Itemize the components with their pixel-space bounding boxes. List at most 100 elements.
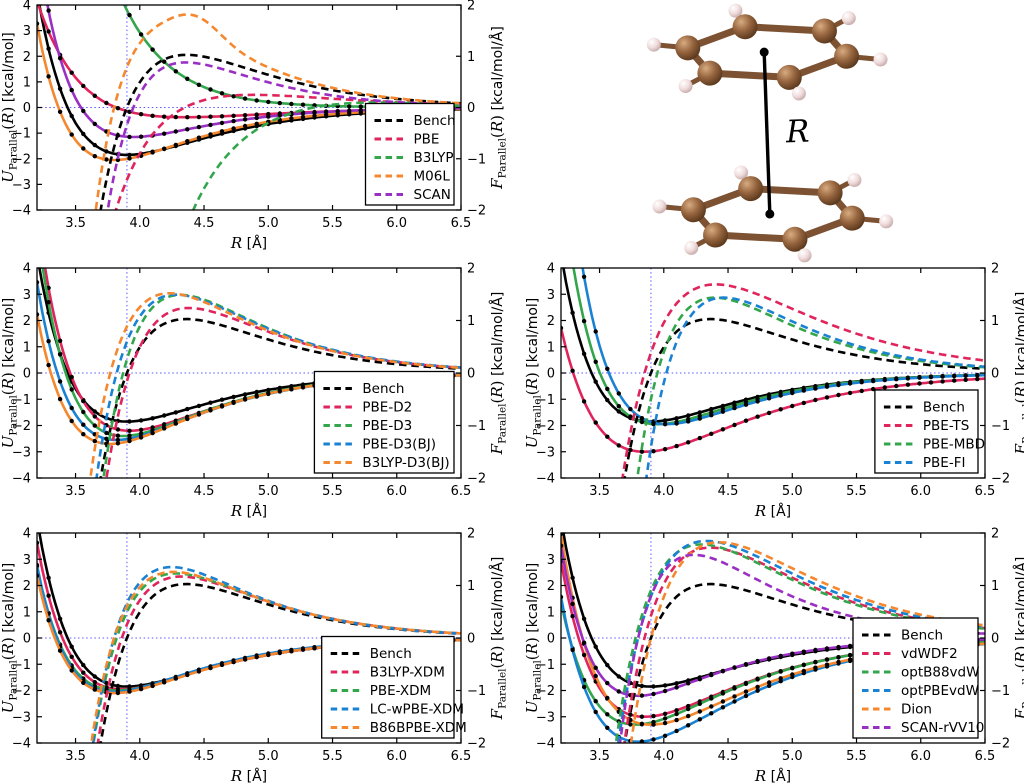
x-tick-label: 6.0 (386, 484, 407, 499)
x-tick-label: 3.5 (65, 484, 86, 499)
x-tick-label: 5.5 (846, 484, 867, 499)
series-force-Dion (629, 541, 985, 743)
u-tick-label: −4 (536, 737, 555, 752)
f-tick-label: 2 (467, 0, 475, 14)
x-tick-label: 5.0 (782, 484, 803, 499)
u-tick-label: −3 (12, 710, 31, 725)
u-tick-label: 3 (23, 24, 31, 39)
x-tick-label: 4.5 (718, 749, 739, 764)
benzene-ring (652, 165, 894, 263)
legend-box (874, 389, 979, 474)
x-tick-label: 5.0 (782, 749, 803, 764)
u-tick-label: 4 (23, 262, 31, 277)
y-axis-right: −2 −1 0 1 2 (980, 262, 1010, 487)
legend-item-label: SCAN-rVV10 (901, 720, 984, 736)
hydrogen-atom (841, 11, 856, 26)
f-tick-label: 0 (467, 367, 475, 382)
carbon-atom (817, 180, 843, 206)
f-tick-label: −2 (467, 204, 486, 219)
hydrogen-atom (728, 3, 743, 18)
y-axis-right: −2 −1 0 1 2 (456, 527, 486, 752)
x-tick-label: 4.0 (129, 484, 150, 499)
u-tick-label: 0 (23, 367, 31, 382)
legend-item-label: optPBEvdW (901, 683, 979, 699)
u-tick-label: 3 (547, 553, 555, 568)
x-tick-label: 3.5 (65, 749, 86, 764)
series-force-optPBEvdW (617, 539, 985, 743)
f-tick-label: 2 (991, 262, 999, 277)
y-axis-left: −4 −3 −2 −1 0 1 2 3 4 (12, 527, 42, 752)
x-tick-label: 4.0 (129, 216, 150, 231)
carbon-atom (738, 176, 764, 202)
x-tick-label: 6.5 (975, 484, 996, 499)
cc-bond (741, 23, 828, 35)
series-force-LC-wPBE-XDM (91, 565, 461, 743)
u-tick-label: −2 (536, 684, 555, 699)
u-tick-label: 4 (547, 527, 555, 542)
series-force-SCAN (106, 61, 461, 210)
u-tick-label: 2 (23, 579, 31, 594)
hydrogen-atom (678, 79, 693, 94)
f-tick-label: 1 (991, 314, 999, 329)
y-axis-left: −4 −3 −2 −1 0 1 2 3 4 (536, 262, 566, 487)
y-axis-right: −2 −1 0 1 2 (980, 527, 1010, 752)
u-tick-label: 4 (23, 0, 31, 14)
legend: Bench PBE-D2 PBE-D3 PBE-D3(BJ) B3LYP-D3(BJ) (313, 370, 455, 474)
u-tick-label: 2 (547, 314, 555, 329)
x-tick-label: 6.0 (910, 484, 931, 499)
carbon-atom (839, 205, 865, 231)
panel-xdm: 3.5 4.0 4.5 5.0 5.5 6.0 6.5 −4 −3 −2 −1 0 1 2 3 4 −2 −1 0 1… (0, 527, 509, 783)
legend: Bench B3LYP-XDM PBE-XDM LC-wPBE-XDM B86BPBE-… (321, 635, 467, 739)
u-tick-label: 1 (23, 340, 31, 355)
f-tick-label: 2 (467, 262, 475, 277)
u-tick-label: −1 (536, 393, 555, 408)
hydrogen-atom (797, 248, 812, 263)
carbon-atom (776, 64, 802, 90)
y-axis-right-label: FParallel(R) [kcal/mol/Å] (488, 292, 509, 456)
u-tick-label: 2 (23, 314, 31, 329)
f-tick-label: 1 (467, 50, 475, 65)
x-tick-label: 5.0 (258, 216, 279, 231)
x-axis-label: R [Å] (754, 767, 791, 783)
panel-nonlocal-vdw: 3.5 4.0 4.5 5.0 5.5 6.0 6.5 −4 −3 −2 −1 0 1 2 3 4 −2 −1 0 1… (523, 527, 1024, 783)
f-tick-label: 1 (991, 579, 999, 594)
u-tick-label: −2 (12, 684, 31, 699)
carbon-atom (782, 226, 808, 252)
cc-bond (712, 231, 799, 243)
series-force-Bench (623, 317, 985, 478)
f-tick-label: 0 (991, 367, 999, 382)
f-tick-label: 0 (991, 632, 999, 647)
y-axis-left-label: UParallel(R) [kcal/mol] (0, 298, 20, 449)
y-axis-right: −2 −1 0 1 2 (456, 0, 486, 219)
f-tick-label: 2 (991, 527, 999, 542)
legend-item-label: LC-wPBE-XDM (370, 702, 464, 718)
x-tick-label: 6.5 (451, 484, 472, 499)
series-force-Bench (99, 53, 461, 210)
f-tick-label: −1 (991, 684, 1010, 699)
u-tick-label: −4 (536, 472, 555, 487)
x-axis-label: R [Å] (754, 502, 791, 520)
x-tick-label: 5.5 (322, 484, 343, 499)
u-tick-label: −1 (12, 127, 31, 142)
x-axis: 3.5 4.0 4.5 5.0 5.5 6.0 6.5 (589, 533, 995, 764)
y-axis-left: −4 −3 −2 −1 0 1 2 3 4 (12, 0, 42, 219)
cc-bond (706, 69, 793, 81)
series-force-PBE (114, 93, 461, 210)
hydrogen-atom (646, 37, 661, 52)
u-tick-label: −3 (12, 178, 31, 193)
u-tick-label: 1 (547, 605, 555, 620)
y-axis-left-label: UParallel(R) [kcal/mol] (523, 298, 544, 449)
carbon-atom (680, 197, 706, 223)
legend-item-label: vdWDF2 (901, 646, 958, 662)
panel-semilocal: 3.5 4.0 4.5 5.0 5.5 6.0 6.5 −4 −3 −2 −1 0 1 2 3 4 −2 −1 0 1… (0, 0, 509, 252)
legend-item-label: PBE-D2 (362, 400, 412, 416)
x-tick-label: 4.5 (718, 484, 739, 499)
legend-item-label: B3LYP-XDM (370, 665, 445, 681)
series-force-M06L (94, 13, 461, 210)
series-force-PBE-FI (645, 296, 985, 478)
carbon-atom (697, 60, 723, 86)
u-tick-label: −2 (12, 152, 31, 167)
x-tick-label: 5.5 (322, 216, 343, 231)
hydrogen-atom (734, 165, 749, 180)
x-tick-label: 3.5 (65, 216, 86, 231)
